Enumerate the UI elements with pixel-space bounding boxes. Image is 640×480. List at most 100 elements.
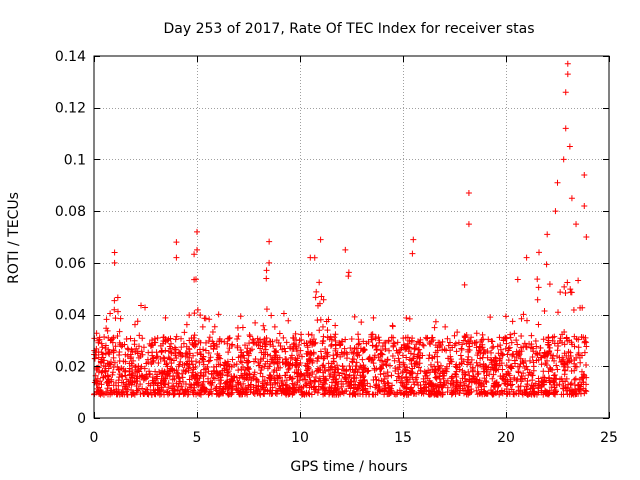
data-point: [242, 385, 249, 392]
data-point: [267, 338, 274, 345]
data-point: [411, 363, 418, 370]
data-point: [436, 373, 443, 380]
data-point: [487, 314, 494, 321]
data-point: [471, 378, 478, 385]
data-point: [507, 331, 514, 338]
data-point: [332, 364, 339, 371]
data-point: [342, 246, 349, 253]
data-point: [323, 376, 330, 383]
data-point: [411, 345, 418, 352]
data-point: [556, 337, 563, 344]
data-point: [94, 385, 101, 392]
data-point: [489, 338, 496, 345]
data-point: [196, 346, 203, 353]
data-point: [434, 359, 441, 366]
plot-frame: [93, 55, 610, 419]
data-point: [327, 342, 334, 349]
data-point: [216, 383, 223, 390]
data-point: [573, 363, 580, 370]
data-point: [360, 373, 367, 380]
data-point: [219, 372, 226, 379]
data-point: [425, 387, 432, 394]
data-point: [550, 378, 557, 385]
data-point: [553, 375, 560, 382]
data-point: [525, 372, 532, 379]
data-point: [129, 389, 136, 396]
data-point: [415, 382, 422, 389]
data-point: [466, 343, 473, 350]
data-point: [581, 372, 588, 379]
data-point: [523, 344, 530, 351]
data-point: [146, 340, 153, 347]
data-point: [416, 360, 423, 367]
data-point: [521, 364, 528, 371]
data-point: [282, 372, 289, 379]
data-point: [321, 390, 328, 397]
data-point: [186, 376, 193, 383]
data-point: [432, 318, 439, 325]
data-point: [235, 354, 242, 361]
data-point: [377, 371, 384, 378]
data-point: [523, 317, 530, 324]
data-point: [403, 374, 410, 381]
data-point: [178, 383, 185, 390]
data-point: [488, 390, 495, 397]
data-point: [351, 374, 358, 381]
data-point: [108, 336, 115, 343]
data-point: [325, 360, 332, 367]
data-point: [157, 342, 164, 349]
data-point: [292, 330, 299, 337]
data-point: [126, 368, 133, 375]
data-point: [464, 338, 471, 345]
data-point: [530, 383, 537, 390]
data-point: [349, 359, 356, 366]
data-point: [268, 356, 275, 363]
data-point: [343, 355, 350, 362]
data-point: [404, 334, 411, 341]
data-point: [491, 383, 498, 390]
data-point: [377, 357, 384, 364]
data-point: [518, 315, 525, 322]
data-point: [348, 349, 355, 356]
data-point: [210, 346, 217, 353]
data-point: [205, 358, 212, 365]
data-point: [354, 352, 361, 359]
data-point: [224, 372, 231, 379]
data-point: [251, 369, 258, 376]
data-point: [206, 390, 213, 397]
data-point: [262, 346, 269, 353]
data-point: [259, 380, 266, 387]
data-point: [314, 389, 321, 396]
data-point: [311, 340, 318, 347]
data-point: [281, 389, 288, 396]
data-point: [287, 360, 294, 367]
data-point: [257, 345, 264, 352]
data-point: [552, 208, 559, 215]
data-point: [539, 378, 546, 385]
data-point: [534, 276, 541, 283]
data-point: [345, 383, 352, 390]
data-point: [310, 336, 317, 343]
data-point: [389, 353, 396, 360]
data-point: [442, 367, 449, 374]
data-point: [229, 341, 236, 348]
data-point: [134, 318, 141, 325]
data-point: [254, 377, 261, 384]
data-point: [392, 368, 399, 375]
data-point: [342, 336, 349, 343]
data-point: [238, 359, 245, 366]
x-axis-label: GPS time / hours: [290, 459, 407, 475]
data-point: [478, 337, 485, 344]
data-point: [110, 364, 117, 371]
data-point: [480, 336, 487, 343]
data-point: [194, 246, 200, 253]
data-point: [381, 358, 388, 365]
data-point: [531, 382, 538, 389]
data-point: [126, 360, 133, 367]
data-point: [518, 372, 525, 379]
data-point: [107, 337, 114, 344]
data-point: [521, 340, 528, 347]
data-point: [154, 353, 161, 360]
data-point: [107, 389, 114, 396]
